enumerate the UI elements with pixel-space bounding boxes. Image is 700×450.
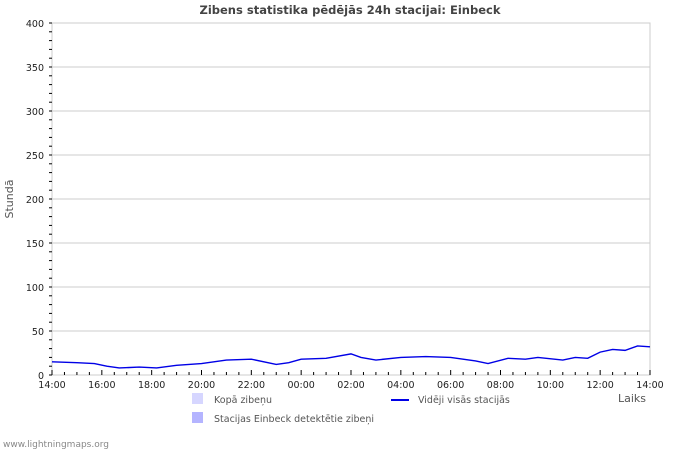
footer-credit[interactable]: www.lightningmaps.org xyxy=(3,440,109,450)
y-tick-label: 250 xyxy=(26,151,44,162)
x-tick-label: 10:00 xyxy=(537,380,564,391)
y-tick-label: 50 xyxy=(32,327,44,338)
x-tick-label: 18:00 xyxy=(138,380,165,391)
x-tick-label: 14:00 xyxy=(38,380,65,391)
x-tick-label: 02:00 xyxy=(337,380,364,391)
x-tick-label: 06:00 xyxy=(437,380,464,391)
x-tick-label: 16:00 xyxy=(88,380,115,391)
axes: 0 50 100 150 200 250 300 350 400 14:00 16:00 18:00 2… xyxy=(26,19,664,391)
x-tick-label: 04:00 xyxy=(387,380,414,391)
legend: Kopā zibeņu Stacijas Einbeck detektētie … xyxy=(192,393,510,425)
legend-swatch-total xyxy=(192,393,203,404)
legend-label-average[interactable]: Vidēji visās stacijās xyxy=(418,395,510,406)
x-tick-label: 12:00 xyxy=(586,380,613,391)
y-tick-label: 300 xyxy=(26,107,44,118)
x-tick-label: 20:00 xyxy=(188,380,215,391)
x-tick-label: 14:00 xyxy=(636,380,663,391)
series-line-average xyxy=(51,345,651,369)
legend-label-station[interactable]: Stacijas Einbeck detektētie zibeņi xyxy=(214,414,374,425)
legend-label-total[interactable]: Kopā zibeņu xyxy=(214,395,272,406)
x-axis-label: Laiks xyxy=(618,392,646,405)
grid xyxy=(51,22,651,376)
y-tick-label: 100 xyxy=(26,283,44,294)
y-tick-label: 400 xyxy=(26,19,44,30)
legend-swatch-station xyxy=(192,412,203,423)
y-tick-label: 200 xyxy=(26,195,44,206)
chart-title: Zibens statistika pēdējās 24h stacijai: … xyxy=(200,3,501,17)
y-tick-label: 0 xyxy=(38,371,44,382)
y-tick-label: 350 xyxy=(26,63,44,74)
y-tick-label: 150 xyxy=(26,239,44,250)
y-axis-label: Stundā xyxy=(3,180,16,219)
x-tick-label: 08:00 xyxy=(487,380,514,391)
x-tick-label: 00:00 xyxy=(287,380,314,391)
x-tick-label: 22:00 xyxy=(238,380,265,391)
